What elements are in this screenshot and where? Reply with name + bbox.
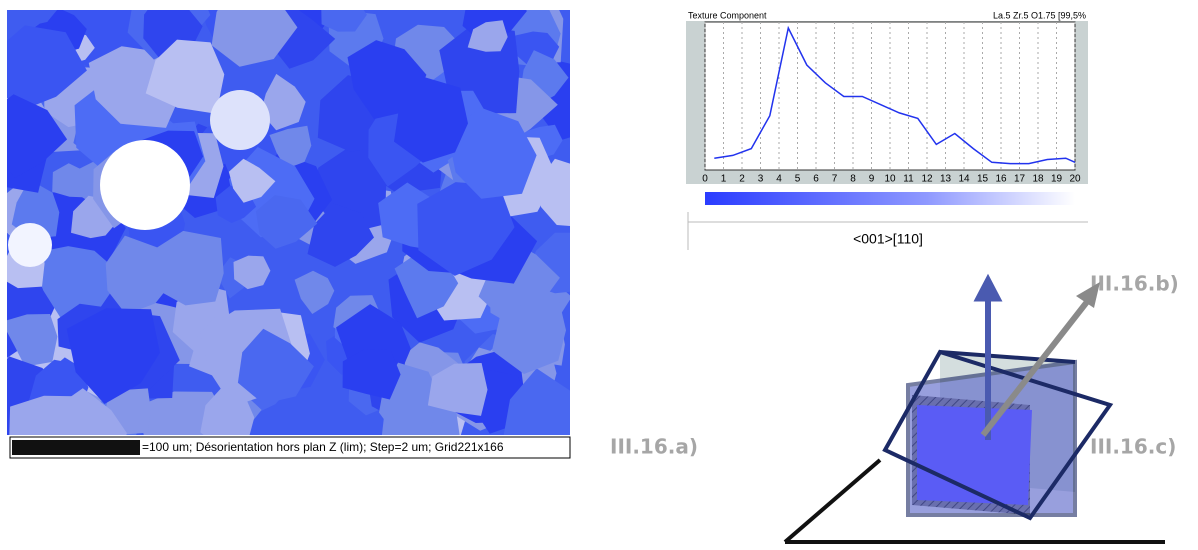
grain (52, 163, 90, 198)
grain (321, 10, 367, 32)
grain (7, 25, 87, 109)
grain (394, 76, 468, 163)
tick-strip (686, 172, 1088, 184)
x-tick-label: 20 (1069, 174, 1081, 185)
label-c: III.16.c) (1090, 435, 1176, 459)
series-line (714, 25, 1076, 165)
scale-bar (12, 440, 140, 455)
x-tick-label: 9 (869, 174, 875, 185)
x-tick-label: 12 (921, 174, 933, 185)
x-tick-label: 3 (758, 174, 764, 185)
grain (200, 385, 255, 435)
grain (342, 349, 401, 400)
x-label: <001>[110] (853, 231, 923, 247)
grain-map (7, 10, 570, 435)
grain (237, 328, 314, 404)
grain (467, 20, 508, 52)
x-tick-label: 0 (702, 174, 708, 185)
chart-title: Texture Component (688, 10, 767, 20)
chart-header (686, 12, 1088, 21)
grain (66, 308, 160, 404)
grain (260, 73, 306, 131)
x-tick-label: 7 (832, 174, 838, 185)
grain (417, 182, 515, 276)
grain (427, 363, 488, 416)
grain (145, 39, 225, 114)
x-tick-label: 10 (884, 174, 896, 185)
grain (8, 223, 52, 267)
x-tick-label: 14 (958, 174, 970, 185)
x-tick-label: 8 (850, 174, 856, 185)
x-tick-label: 15 (977, 174, 989, 185)
grain (255, 195, 318, 249)
x-tick-label: 1 (721, 174, 727, 185)
x-tick-label: 19 (1051, 174, 1063, 185)
caption-box (9, 436, 571, 459)
grain (233, 255, 271, 290)
x-tick-label: 18 (1032, 174, 1044, 185)
grain (100, 140, 190, 230)
label-a: III.16.a) (610, 435, 698, 459)
color-bar (705, 192, 1075, 205)
grain (492, 299, 566, 374)
grain (7, 94, 68, 178)
grain (149, 230, 224, 306)
grain (228, 158, 276, 203)
x-tick-label: 4 (776, 174, 782, 185)
x-tick-label: 17 (1014, 174, 1026, 185)
grain (11, 179, 60, 239)
grain (503, 368, 570, 435)
grain (211, 10, 298, 67)
grain (269, 125, 312, 169)
grain (307, 203, 374, 267)
label-b: III.16.b) (1090, 272, 1179, 296)
chart-subtitle: La.5 Zr.5 O1.75 [99,5% (993, 10, 1086, 20)
cube-diagram (783, 273, 1165, 544)
plot-area (704, 21, 1076, 171)
grain (7, 314, 58, 367)
grain (447, 107, 537, 199)
x-tick-label: 5 (795, 174, 801, 185)
x-tick-label: 6 (813, 174, 819, 185)
grain (210, 90, 270, 150)
x-tick-label: 2 (739, 174, 745, 185)
grain (30, 246, 123, 324)
grain (294, 270, 335, 314)
x-tick-label: 16 (995, 174, 1007, 185)
x-tick-label: 11 (903, 174, 914, 185)
grain (48, 388, 127, 435)
chart: 0 1 2 3 4 5 6 7 8 9 10 11 12 13 14 15 16 17 18 19 20 (702, 22, 1081, 185)
map-caption: =100 um; Désorientation hors plan Z (lim… (142, 440, 504, 454)
x-tick-label: 13 (940, 174, 952, 185)
